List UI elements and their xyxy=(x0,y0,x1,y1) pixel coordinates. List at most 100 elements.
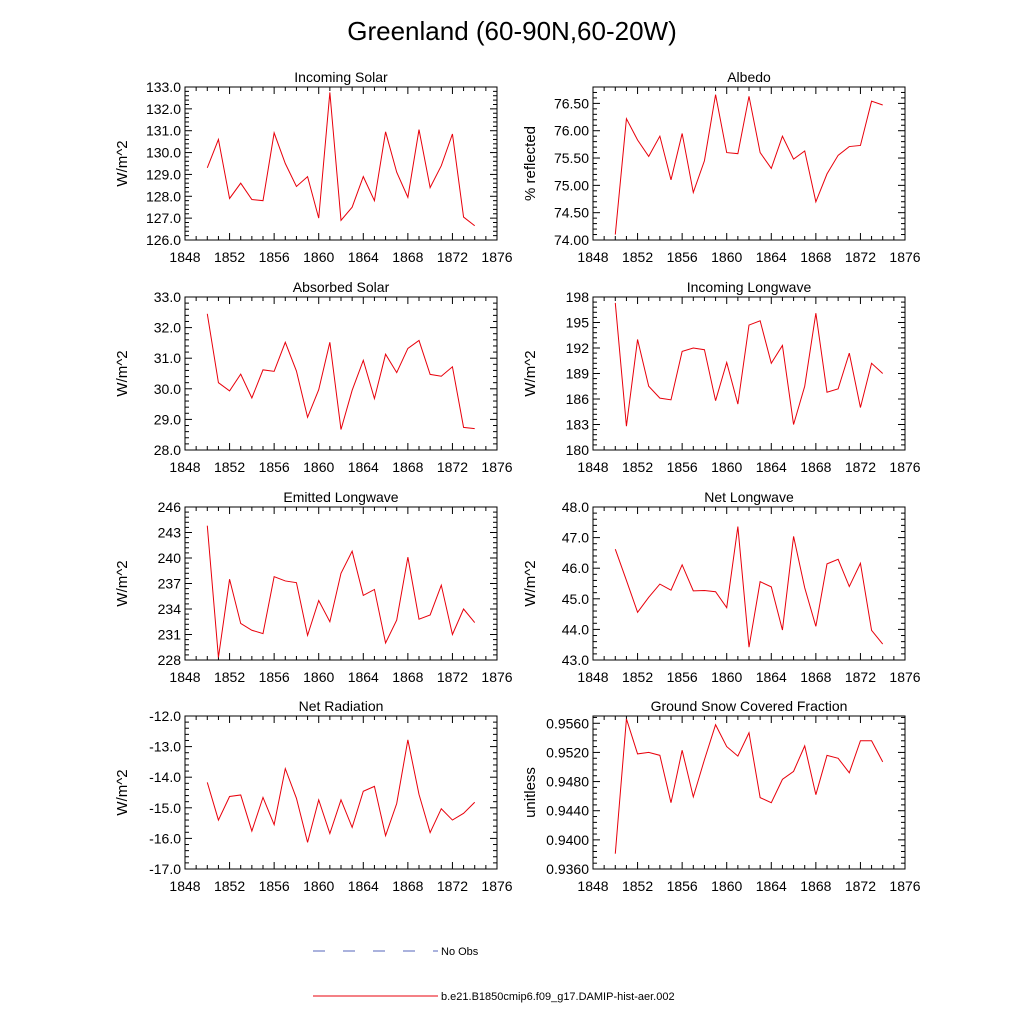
y-tick-label: 195 xyxy=(566,315,590,331)
x-tick-label: 1872 xyxy=(437,878,468,894)
x-tick-label: 1868 xyxy=(392,878,423,894)
x-tick-label: 1868 xyxy=(800,669,831,685)
y-tick-label: 0.9440 xyxy=(546,803,589,819)
y-tick-label: 126.0 xyxy=(146,232,181,248)
x-tick-label: 1852 xyxy=(622,878,653,894)
y-tick-label: 128.0 xyxy=(146,188,181,204)
y-tick-label: 0.9360 xyxy=(546,861,589,877)
y-tick-label: 74.00 xyxy=(554,232,589,248)
x-tick-label: 1864 xyxy=(756,878,787,894)
panel-title: Albedo xyxy=(727,69,771,85)
y-axis-label: W/m^2 xyxy=(114,769,131,815)
y-tick-label: 29.0 xyxy=(154,411,181,427)
figure-title: Greenland (60-90N,60-20W) xyxy=(347,16,677,46)
y-tick-label: 133.0 xyxy=(146,79,181,95)
x-tick-label: 1860 xyxy=(711,878,742,894)
series-line xyxy=(614,302,884,427)
x-tick-label: 1852 xyxy=(214,459,245,475)
y-tick-label: 75.00 xyxy=(554,177,589,193)
chart-panel-1: Incoming Solar W/m^2 1848 1852 1856 1860 1864 1… xyxy=(114,69,513,265)
panel-title: Net Radiation xyxy=(299,698,384,714)
x-tick-label: 1872 xyxy=(845,459,876,475)
x-tick-label: 1848 xyxy=(169,459,200,475)
plot-frame xyxy=(592,715,906,870)
y-tick-label: 74.50 xyxy=(554,205,589,221)
x-tick-label: 1848 xyxy=(577,669,608,685)
y-tick-label: 183 xyxy=(566,417,590,433)
x-tick-label: 1864 xyxy=(348,249,379,265)
y-axis-label: % reflected xyxy=(522,126,539,201)
y-tick-label: 75.50 xyxy=(554,150,589,166)
y-tick-label: 0.9520 xyxy=(546,744,589,760)
panel-title: Ground Snow Covered Fraction xyxy=(651,698,848,714)
y-tick-label: -12.0 xyxy=(149,708,181,724)
y-tick-label: 76.50 xyxy=(554,95,589,111)
series-line xyxy=(206,525,476,658)
y-tick-label: 48.0 xyxy=(562,499,589,515)
chart-panel-5: Emitted Longwave W/m^2 1848 1852 1856 1860 186… xyxy=(114,489,513,685)
x-tick-label: 1864 xyxy=(756,669,787,685)
chart-panel-8: Ground Snow Covered Fraction unitless 1848… xyxy=(522,698,921,894)
x-tick-label: 1852 xyxy=(622,249,653,265)
x-tick-label: 1864 xyxy=(348,459,379,475)
plot-frame xyxy=(592,86,906,241)
y-tick-label: 28.0 xyxy=(154,442,181,458)
y-tick-label: -17.0 xyxy=(149,861,181,877)
x-tick-label: 1852 xyxy=(214,669,245,685)
y-tick-label: 186 xyxy=(566,391,590,407)
panel-title: Incoming Solar xyxy=(294,69,388,85)
x-tick-label: 1856 xyxy=(259,878,290,894)
x-tick-label: 1848 xyxy=(169,249,200,265)
legend: No Obs b.e21.B1850cmip6.f09_g17.DAMIP-his… xyxy=(313,946,675,1003)
y-tick-label: 243 xyxy=(158,525,182,541)
y-tick-label: 246 xyxy=(158,499,182,515)
series-line xyxy=(614,526,884,648)
y-tick-label: 47.0 xyxy=(562,530,589,546)
x-tick-label: 1876 xyxy=(889,459,920,475)
y-tick-label: 234 xyxy=(158,601,182,617)
x-tick-label: 1876 xyxy=(889,878,920,894)
y-tick-label: 33.0 xyxy=(154,289,181,305)
x-tick-label: 1856 xyxy=(259,669,290,685)
x-tick-label: 1868 xyxy=(392,249,423,265)
x-tick-label: 1868 xyxy=(392,669,423,685)
y-axis-label: W/m^2 xyxy=(522,350,539,396)
y-tick-label: 129.0 xyxy=(146,166,181,182)
y-tick-label: -14.0 xyxy=(149,769,181,785)
x-tick-label: 1852 xyxy=(622,459,653,475)
y-tick-label: 231 xyxy=(158,627,182,643)
y-tick-label: 76.00 xyxy=(554,123,589,139)
plot-frame xyxy=(592,296,906,451)
panel-title: Net Longwave xyxy=(704,489,794,505)
legend-label-no-obs: No Obs xyxy=(441,946,479,958)
x-tick-label: 1852 xyxy=(214,878,245,894)
y-tick-label: 0.9400 xyxy=(546,832,589,848)
plot-frame xyxy=(184,715,498,870)
panel-title: Absorbed Solar xyxy=(293,279,390,295)
x-tick-label: 1864 xyxy=(348,669,379,685)
plot-frame xyxy=(592,506,906,661)
y-axis-label: unitless xyxy=(522,767,539,818)
x-tick-label: 1860 xyxy=(303,669,334,685)
y-tick-label: 0.9480 xyxy=(546,774,589,790)
series-line xyxy=(206,92,476,227)
x-tick-label: 1872 xyxy=(437,459,468,475)
x-tick-label: 1848 xyxy=(577,459,608,475)
panel-title: Emitted Longwave xyxy=(283,489,398,505)
y-tick-label: 198 xyxy=(566,289,590,305)
x-tick-label: 1876 xyxy=(889,249,920,265)
y-tick-label: -16.0 xyxy=(149,830,181,846)
x-tick-label: 1848 xyxy=(169,878,200,894)
x-tick-label: 1868 xyxy=(800,459,831,475)
y-tick-label: 0.9560 xyxy=(546,715,589,731)
x-tick-label: 1864 xyxy=(348,878,379,894)
y-tick-label: 30.0 xyxy=(154,381,181,397)
y-tick-label: 31.0 xyxy=(154,350,181,366)
x-tick-label: 1856 xyxy=(667,459,698,475)
series-line xyxy=(614,718,884,854)
y-tick-label: 46.0 xyxy=(562,560,589,576)
x-tick-label: 1876 xyxy=(889,669,920,685)
chart-panel-2: Albedo % reflected 1848 1852 1856 1860 1864 186… xyxy=(522,69,921,265)
x-tick-label: 1876 xyxy=(481,459,512,475)
